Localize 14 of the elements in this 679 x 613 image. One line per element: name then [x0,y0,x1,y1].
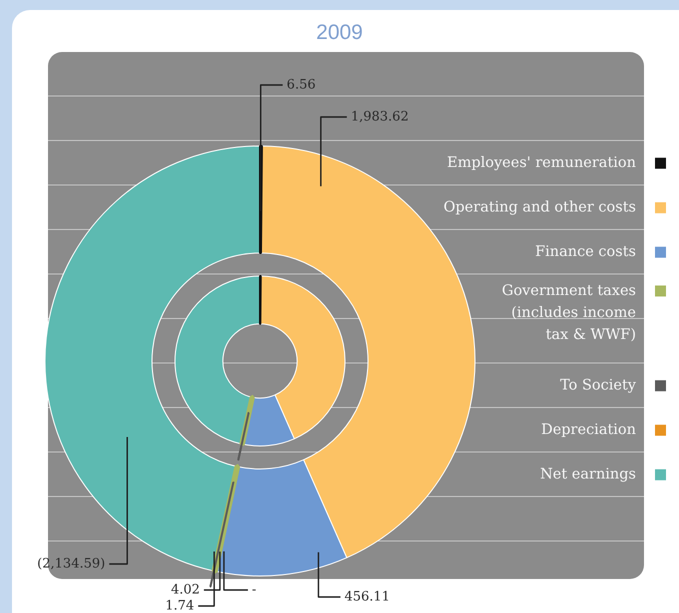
legend-label: Net earnings [540,466,636,483]
data-label: 4.02 [170,582,200,598]
legend-label: Operating and other costs [444,200,636,216]
data-label: 6.56 [286,77,316,92]
data-label: 456.11 [344,589,390,604]
legend-label: Finance costs [535,244,636,260]
chart-title: 2009 [316,20,363,44]
legend-label: Employees' remuneration [446,155,636,172]
legend-label: Depreciation [541,422,636,438]
legend-label: Government taxes (includes income tax & WWF) [502,282,636,343]
legend-label: To Society [560,378,637,394]
data-label: 1,983.62 [350,109,409,124]
text: - [252,582,256,598]
data-label: 1.74 [165,598,194,613]
